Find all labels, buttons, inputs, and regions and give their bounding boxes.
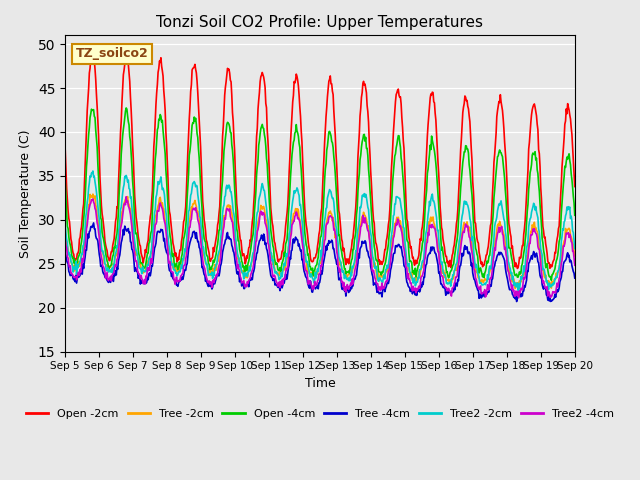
- Line: Tree2 -4cm: Tree2 -4cm: [65, 197, 575, 298]
- Tree2 -4cm: [124, 198, 131, 204]
- Tree -2cm: [124, 194, 131, 200]
- Tree -2cm: [571, 253, 579, 259]
- Tree2 -2cm: [70, 266, 78, 272]
- Tree -4cm: [124, 227, 131, 232]
- Open -4cm: [397, 155, 405, 161]
- Open -4cm: [571, 212, 579, 218]
- Open -2cm: [89, 49, 97, 55]
- Y-axis label: Soil Temperature (C): Soil Temperature (C): [19, 129, 33, 258]
- Tree2 -2cm: [383, 267, 390, 273]
- Tree2 -4cm: [175, 277, 183, 283]
- Line: Tree -4cm: Tree -4cm: [65, 223, 575, 301]
- Open -4cm: [61, 180, 69, 186]
- Open -2cm: [397, 101, 405, 107]
- Open -2cm: [383, 238, 390, 244]
- Tree -4cm: [90, 220, 97, 226]
- Open -2cm: [202, 237, 210, 243]
- Open -4cm: [124, 113, 131, 119]
- X-axis label: Time: Time: [305, 377, 335, 390]
- Tree -2cm: [175, 268, 183, 274]
- Tree2 -4cm: [122, 194, 130, 200]
- Open -2cm: [124, 58, 131, 64]
- Tree2 -2cm: [61, 222, 69, 228]
- Open -4cm: [70, 256, 78, 262]
- Tree2 -4cm: [383, 278, 390, 284]
- Tree -2cm: [89, 191, 97, 197]
- Tree -4cm: [513, 299, 520, 304]
- Tree2 -4cm: [70, 274, 78, 280]
- Tree -4cm: [383, 284, 390, 289]
- Tree2 -4cm: [515, 295, 523, 300]
- Line: Open -4cm: Open -4cm: [65, 108, 575, 280]
- Tree2 -4cm: [571, 263, 579, 268]
- Tree -4cm: [571, 275, 579, 281]
- Tree -4cm: [202, 276, 210, 281]
- Open -4cm: [175, 259, 183, 265]
- Open -2cm: [61, 148, 69, 154]
- Tree2 -2cm: [202, 262, 210, 267]
- Tree -4cm: [61, 251, 69, 257]
- Open -2cm: [571, 184, 579, 190]
- Open -2cm: [513, 265, 521, 271]
- Legend: Open -2cm, Tree -2cm, Open -4cm, Tree -4cm, Tree2 -2cm, Tree2 -4cm: Open -2cm, Tree -2cm, Open -4cm, Tree -4…: [22, 405, 618, 423]
- Tree -4cm: [70, 276, 78, 282]
- Tree2 -4cm: [202, 274, 210, 279]
- Open -2cm: [70, 258, 78, 264]
- Line: Open -2cm: Open -2cm: [65, 52, 575, 268]
- Tree -2cm: [61, 226, 69, 232]
- Tree -2cm: [511, 286, 519, 291]
- Tree -2cm: [202, 261, 210, 267]
- Tree2 -2cm: [175, 269, 183, 275]
- Tree2 -2cm: [571, 246, 579, 252]
- Tree -2cm: [397, 225, 405, 231]
- Tree -4cm: [175, 278, 183, 284]
- Tree -2cm: [383, 269, 390, 275]
- Open -4cm: [202, 251, 210, 257]
- Tree -2cm: [70, 268, 78, 274]
- Open -4cm: [122, 105, 130, 111]
- Open -2cm: [175, 251, 183, 257]
- Tree2 -2cm: [397, 204, 405, 210]
- Tree -4cm: [397, 244, 405, 250]
- Tree2 -2cm: [514, 288, 522, 293]
- Line: Tree2 -2cm: Tree2 -2cm: [65, 171, 575, 290]
- Text: TZ_soilco2: TZ_soilco2: [76, 48, 148, 60]
- Title: Tonzi Soil CO2 Profile: Upper Temperatures: Tonzi Soil CO2 Profile: Upper Temperatur…: [157, 15, 483, 30]
- Open -4cm: [383, 254, 390, 260]
- Open -4cm: [548, 277, 556, 283]
- Tree2 -4cm: [397, 227, 405, 233]
- Tree2 -2cm: [124, 179, 131, 185]
- Line: Tree -2cm: Tree -2cm: [65, 194, 575, 288]
- Tree2 -4cm: [61, 236, 69, 242]
- Tree2 -2cm: [89, 168, 97, 174]
